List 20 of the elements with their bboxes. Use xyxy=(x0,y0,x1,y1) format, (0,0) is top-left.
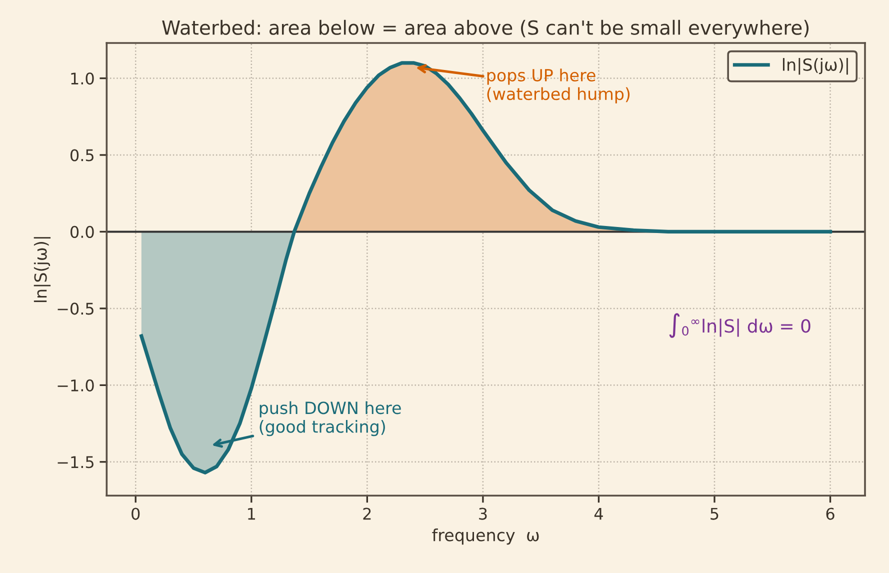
x-tick-label: 4 xyxy=(594,508,603,520)
annotation: push DOWN here (good tracking) xyxy=(260,401,401,436)
x-tick-label: 1 xyxy=(248,508,256,520)
y-axis-title: ln|S(jω)| xyxy=(34,237,51,302)
y-tick-label: 0.5 xyxy=(70,149,94,162)
y-tick-label: 1.0 xyxy=(71,72,94,85)
y-tick-label: −1.0 xyxy=(58,379,94,392)
y-tick-label: −1.5 xyxy=(58,456,94,468)
x-tick-label: 6 xyxy=(826,508,834,520)
y-tick-label: 0.0 xyxy=(70,226,94,238)
x-tick-label: 2 xyxy=(363,508,371,520)
annotation: pops UP here (waterbed hump) xyxy=(487,68,630,104)
annotation: ∫$_{0}$$^{∞}$ln|S| dω = 0 xyxy=(669,313,810,338)
y-tick-label: −0.5 xyxy=(58,302,94,315)
x-tick-label: 5 xyxy=(710,508,718,520)
x-tick-label: 3 xyxy=(479,508,487,520)
chart-title: Waterbed: area below = area above (S can't be small everywhere) xyxy=(162,20,809,39)
legend-label: ln|S(jω)| xyxy=(782,58,848,75)
x-axis-title: frequency ω xyxy=(432,528,539,545)
x-tick-label: 0 xyxy=(132,508,140,520)
